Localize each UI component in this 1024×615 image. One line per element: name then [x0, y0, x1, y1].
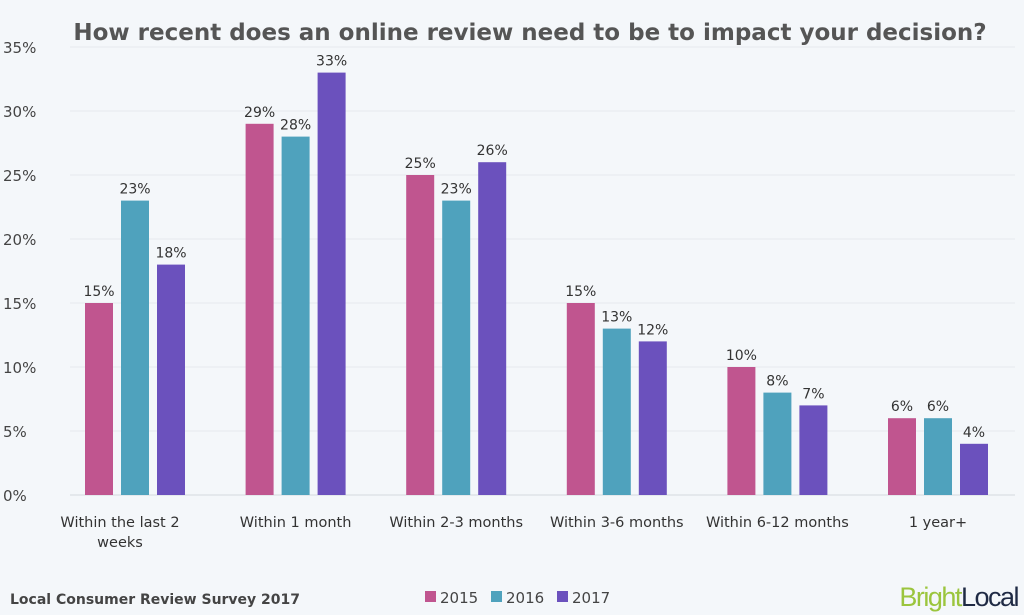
bar-2015 — [888, 418, 916, 495]
data-label: 12% — [637, 322, 668, 338]
data-label: 28% — [280, 118, 311, 134]
bar-2016 — [442, 200, 471, 495]
data-label: 8% — [766, 374, 788, 390]
x-category-label: Within 1 month — [240, 515, 352, 531]
y-tick-label: 35% — [3, 39, 36, 57]
bar-2016 — [924, 418, 952, 495]
legend-label: 2015 — [440, 589, 478, 607]
data-label: 23% — [441, 182, 472, 198]
x-category-label: Within 6-12 months — [706, 515, 849, 531]
x-category-label: 1 year+ — [909, 515, 967, 531]
legend-swatch-2017 — [557, 591, 568, 602]
data-label: 25% — [405, 156, 436, 172]
bar-2017 — [157, 264, 185, 495]
data-label: 4% — [963, 425, 985, 441]
chart-title: How recent does an online review need to… — [73, 20, 986, 46]
bar-2017 — [317, 72, 346, 495]
y-tick-label: 15% — [3, 295, 36, 313]
legend-label: 2016 — [506, 589, 544, 607]
data-label: 15% — [565, 284, 596, 300]
bar-2016 — [763, 392, 792, 495]
legend-label: 2017 — [572, 589, 610, 607]
bar-2017 — [799, 405, 828, 495]
data-label: 26% — [477, 143, 508, 159]
data-label: 23% — [119, 182, 150, 198]
y-tick-label: 25% — [3, 167, 36, 185]
y-tick-label: 30% — [3, 103, 36, 121]
bar-2015 — [727, 367, 756, 495]
bar-2015 — [85, 303, 113, 495]
bar-2015 — [406, 175, 435, 495]
y-tick-label: 0% — [3, 487, 27, 505]
data-label: 7% — [802, 386, 824, 402]
bar-2017 — [960, 443, 988, 495]
y-tick-label: 5% — [3, 423, 27, 441]
x-category-label: Within 3-6 months — [550, 515, 684, 531]
y-tick-label: 20% — [3, 231, 36, 249]
bar-2015 — [566, 303, 595, 495]
legend-swatch-2016 — [491, 591, 502, 602]
x-category-label: Within 2-3 months — [389, 515, 523, 531]
source-label: Local Consumer Review Survey 2017 — [10, 592, 300, 608]
data-label: 6% — [891, 399, 913, 415]
legend: 2015 2016 2017 — [425, 589, 610, 607]
bar-2017 — [638, 341, 667, 495]
brightlocal-logo: BrightLocal — [899, 582, 1018, 612]
bar-2017 — [478, 162, 507, 495]
bar-2015 — [245, 123, 274, 496]
data-label: 29% — [244, 105, 275, 121]
legend-swatch-2015 — [425, 591, 436, 602]
y-tick-label: 10% — [3, 359, 36, 377]
data-label: 33% — [316, 54, 347, 70]
data-label: 13% — [601, 310, 632, 326]
x-category-label: Within the last 2 weeks — [60, 515, 179, 551]
data-label: 10% — [726, 348, 757, 364]
bar-2016 — [121, 200, 149, 495]
data-label: 18% — [155, 246, 186, 262]
data-label: 6% — [927, 399, 949, 415]
bar-2016 — [281, 136, 310, 495]
bar-2016 — [602, 328, 631, 495]
data-label: 15% — [83, 284, 114, 300]
